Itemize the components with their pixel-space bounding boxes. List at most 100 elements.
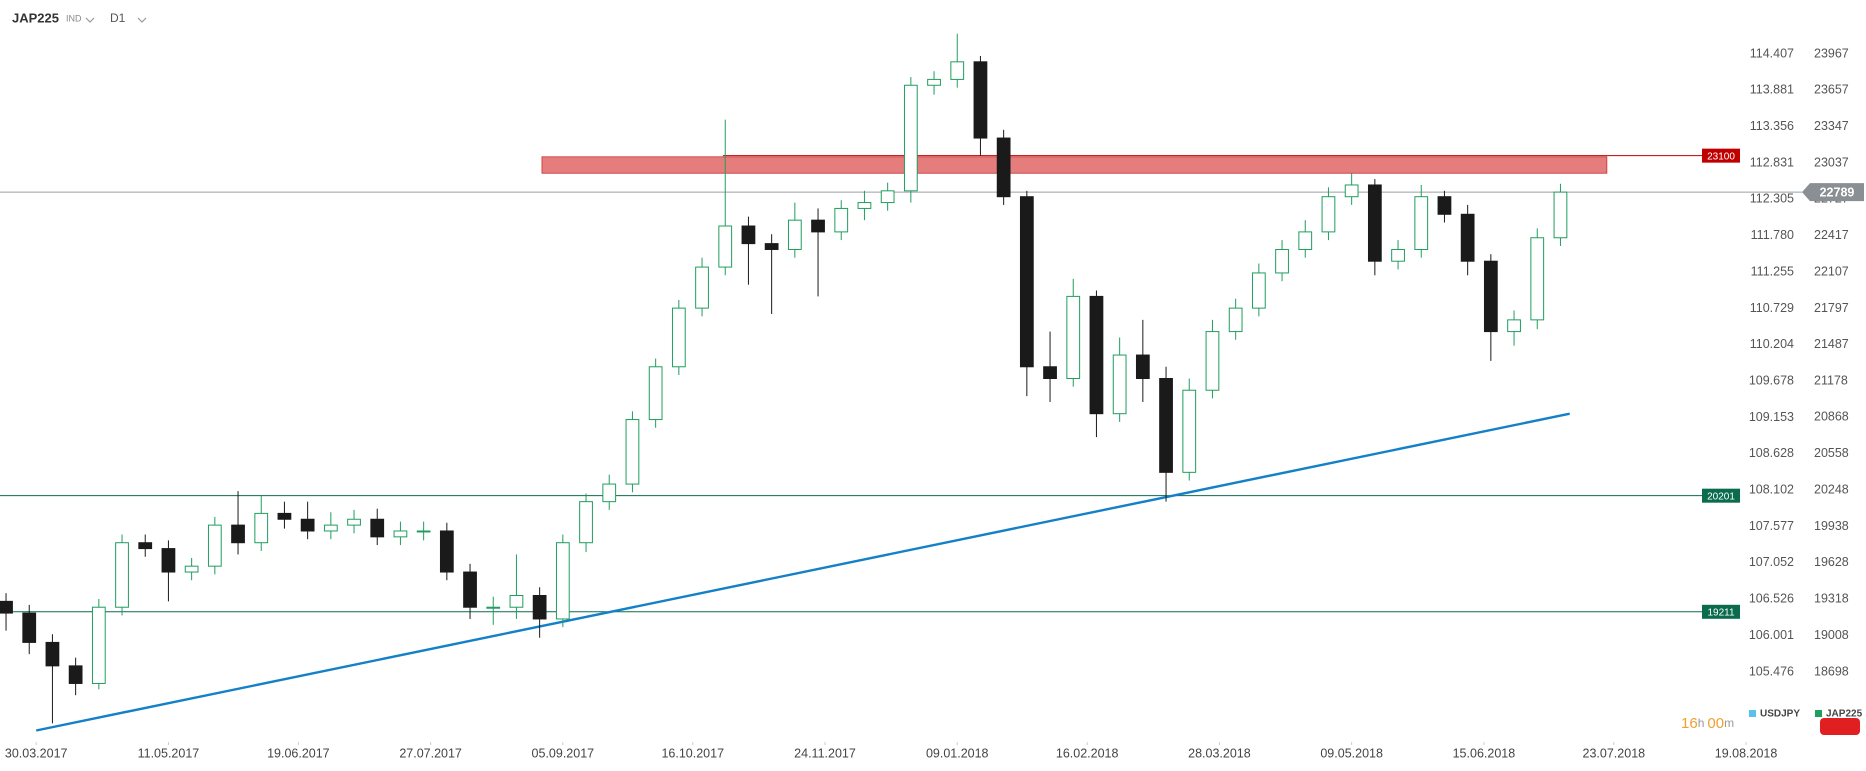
y2-tick-label: 110.204 xyxy=(1750,337,1794,351)
plot: 23100 20201 19211 30.03.2017 11.05.2017 19.06… xyxy=(0,33,1864,760)
level-label: 23100 xyxy=(1707,151,1735,162)
level-label: 19211 xyxy=(1707,607,1735,618)
y2-tick-label: 108.102 xyxy=(1749,483,1794,497)
y2-tick-label: 106.001 xyxy=(1749,628,1794,642)
candle-body xyxy=(671,307,686,368)
candle-body xyxy=(1507,319,1521,333)
candle-body xyxy=(532,594,547,620)
countdown-part: m xyxy=(1724,716,1734,730)
candle-body xyxy=(1298,231,1313,250)
candle-body xyxy=(277,512,292,520)
countdown-part: 00 xyxy=(1707,715,1724,732)
x-tick-label: 24.11.2017 xyxy=(794,746,856,760)
timeframe[interactable]: D1 xyxy=(110,11,126,25)
y2-tick-label: 111.255 xyxy=(1751,264,1794,278)
legend-label: USDJPY xyxy=(1760,709,1800,720)
candle-body xyxy=(718,225,733,268)
candle-body xyxy=(161,548,176,573)
candle-body xyxy=(254,512,269,544)
candle-body xyxy=(1275,248,1289,274)
action-button[interactable] xyxy=(1820,718,1860,735)
y-tick-label: 18698 xyxy=(1814,664,1849,678)
x-tick-label: 16.10.2017 xyxy=(661,746,724,760)
candle-body xyxy=(1414,196,1429,250)
y-tick-label: 23037 xyxy=(1814,155,1849,169)
candle-body xyxy=(741,225,756,245)
x-tick-label: 27.07.2017 xyxy=(399,746,462,760)
y2-tick-label: 109.153 xyxy=(1749,410,1794,424)
y-tick-label: 21178 xyxy=(1814,373,1848,387)
x-tick-label: 09.05.2018 xyxy=(1320,746,1383,760)
candle-body xyxy=(300,518,315,532)
candle-body xyxy=(1182,389,1197,473)
candle-body xyxy=(45,641,60,667)
candle-body xyxy=(509,594,524,608)
candle-body xyxy=(1367,184,1382,262)
y-tick-label: 19008 xyxy=(1814,628,1849,642)
candle-body xyxy=(439,530,454,573)
y-tick-label: 21797 xyxy=(1814,301,1849,315)
candle-body xyxy=(1460,213,1475,262)
candle-body xyxy=(1043,366,1057,380)
countdown-part: h xyxy=(1698,716,1705,730)
candle-body xyxy=(115,542,129,608)
candle-body xyxy=(91,606,106,684)
candle-body xyxy=(625,419,640,485)
level-label-box xyxy=(1702,604,1740,619)
candle-body xyxy=(463,571,477,608)
y2-tick-label: 113.356 xyxy=(1750,119,1794,133)
symbol-caret[interactable] xyxy=(85,17,95,23)
candle-body xyxy=(138,542,153,550)
y-tick-label: 20248 xyxy=(1814,482,1849,496)
y2-tick-label: 114.407 xyxy=(1750,46,1794,60)
y2-tick-label: 109.678 xyxy=(1749,374,1794,388)
x-tick-label: 09.01.2018 xyxy=(926,746,989,760)
timeframe-caret[interactable] xyxy=(137,17,147,23)
y2-tick-label: 108.628 xyxy=(1749,446,1794,460)
y2-tick-label: 113.881 xyxy=(1750,83,1794,97)
candle-body xyxy=(602,483,617,503)
candle-body xyxy=(231,524,245,544)
candle-body xyxy=(764,243,779,250)
candle-body xyxy=(1251,272,1266,309)
countdown: 16h 00m xyxy=(1681,715,1734,732)
candle-body xyxy=(1391,248,1405,262)
y-tick-label: 19628 xyxy=(1814,555,1849,569)
candle-body xyxy=(486,606,501,609)
candle-body xyxy=(1135,354,1150,380)
candle-body xyxy=(555,542,570,620)
candle-body xyxy=(695,266,709,309)
candle-body xyxy=(1344,184,1359,198)
candle-body xyxy=(811,219,825,233)
candle-body xyxy=(1437,196,1452,215)
candle-body xyxy=(347,518,361,526)
y-tick-label: 23967 xyxy=(1814,46,1849,60)
x-tick-label: 15.06.2018 xyxy=(1453,746,1516,760)
candle-body xyxy=(1483,260,1498,333)
candle-body xyxy=(927,78,941,86)
candle-body xyxy=(1066,295,1081,380)
symbol[interactable]: JAP225 xyxy=(12,10,59,25)
candle-body xyxy=(950,61,965,80)
y-tick-label: 20558 xyxy=(1814,446,1849,460)
candle-body xyxy=(1228,307,1243,333)
y2-tick-label: 105.476 xyxy=(1749,664,1794,678)
candle-body xyxy=(68,665,83,684)
candle-body xyxy=(903,84,918,192)
y2-tick-label: 112.305 xyxy=(1750,192,1794,206)
y-tick-label: 21487 xyxy=(1814,337,1849,351)
level-label-box xyxy=(1702,148,1740,163)
y-tick-label: 23657 xyxy=(1814,83,1849,97)
candle-body xyxy=(393,530,408,538)
last-price-label: 22789 xyxy=(1820,185,1855,199)
x-tick-label: 19.08.2018 xyxy=(1715,746,1778,760)
candle-body xyxy=(579,501,593,544)
candle-body xyxy=(648,366,663,421)
y2-tick-label: 107.577 xyxy=(1749,519,1794,533)
candle-body xyxy=(880,190,895,204)
candle-body xyxy=(370,518,385,538)
market: IND xyxy=(66,13,82,23)
candle-body xyxy=(996,137,1011,198)
y-tick-label: 19938 xyxy=(1814,519,1849,533)
